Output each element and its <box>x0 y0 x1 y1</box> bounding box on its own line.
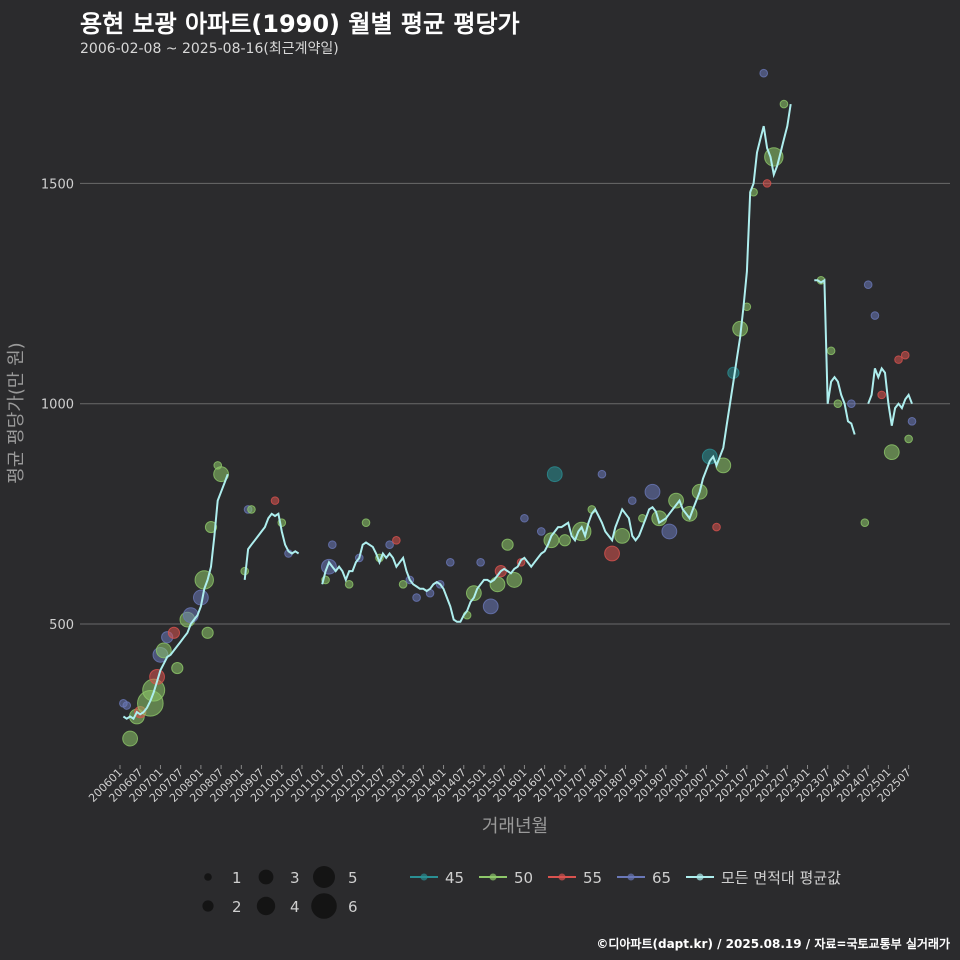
data-point-65 <box>328 540 337 549</box>
color-legend-label: 65 <box>652 869 671 887</box>
data-point-55 <box>894 355 903 364</box>
data-point-50 <box>860 518 870 527</box>
data-point-55 <box>712 522 721 532</box>
data-points <box>119 68 917 747</box>
x-axis-title: 거래년월 <box>482 816 548 837</box>
data-point-50 <box>361 518 371 527</box>
data-point-50 <box>668 492 684 509</box>
y-tick-label: 500 <box>49 618 74 633</box>
data-point-55 <box>762 179 772 188</box>
data-point-50 <box>614 527 631 544</box>
average-line-segment <box>243 512 300 581</box>
data-point-55 <box>877 390 886 400</box>
data-point-50 <box>201 626 214 639</box>
size-legend-swatch <box>256 896 276 916</box>
data-point-65 <box>597 469 607 479</box>
data-point-55 <box>270 496 280 505</box>
data-point-65 <box>863 280 873 290</box>
average-line <box>122 103 913 721</box>
average-line-segment <box>814 278 856 435</box>
data-point-65 <box>182 607 199 624</box>
x-axis: 2006012006072007012007072008012008072009… <box>86 765 914 805</box>
chart-title: 용현 보광 아파트(1990) 월별 평균 평당가 <box>80 10 520 38</box>
data-point-45 <box>546 466 563 483</box>
size-legend-swatch <box>313 866 335 888</box>
average-line-segment <box>321 103 792 623</box>
size-legend-label: 6 <box>348 898 358 916</box>
chart-subtitle: 2006-02-08 ~ 2025-08-16(최근계약일) <box>80 41 339 57</box>
data-point-55 <box>392 535 401 545</box>
data-point-50 <box>213 466 230 483</box>
size-legend-label: 1 <box>232 869 242 887</box>
data-point-50 <box>398 580 408 589</box>
data-point-65 <box>644 483 661 500</box>
y-axis-title: 평균 평당가(만 원) <box>6 342 27 483</box>
size-legend-label: 4 <box>290 898 300 916</box>
data-point-65 <box>482 598 499 615</box>
data-point-65 <box>520 513 529 523</box>
grid-lines <box>80 182 950 625</box>
data-point-50 <box>155 642 172 659</box>
data-point-65 <box>907 417 917 426</box>
data-point-65 <box>536 527 546 536</box>
average-line-segment <box>122 473 229 721</box>
y-axis: 500 1000 1500 <box>41 177 74 633</box>
data-point-65 <box>476 558 485 567</box>
legend-dot <box>627 873 635 881</box>
data-point-65 <box>412 593 421 602</box>
data-point-65 <box>661 523 678 540</box>
data-point-65 <box>870 311 880 320</box>
data-point-50 <box>506 572 523 588</box>
y-tick-label: 1000 <box>41 398 74 413</box>
data-point-50 <box>779 99 789 109</box>
average-line-segment <box>867 366 913 426</box>
data-point-65 <box>847 399 856 408</box>
legend-dot <box>489 873 497 881</box>
data-point-65 <box>385 540 394 549</box>
data-point-50 <box>247 505 256 514</box>
data-point-50 <box>883 444 900 461</box>
data-point-50 <box>904 434 913 444</box>
data-point-45 <box>701 448 718 465</box>
data-point-65 <box>759 68 769 78</box>
data-point-55 <box>604 545 620 562</box>
data-point-50 <box>826 346 836 356</box>
data-point-65 <box>445 558 455 567</box>
color-legend-label: 45 <box>445 869 464 887</box>
data-point-55 <box>167 626 181 639</box>
color-legend-label: 55 <box>583 869 602 887</box>
color-legend-label: 50 <box>514 869 533 887</box>
data-point-50 <box>344 580 354 589</box>
size-legend-swatch <box>311 893 337 919</box>
legend-dot <box>558 873 566 881</box>
size-legend-swatch <box>204 873 212 881</box>
size-legend-label: 5 <box>348 869 358 887</box>
data-point-65 <box>627 496 637 505</box>
size-legend-label: 2 <box>232 898 242 916</box>
legend-dot <box>420 873 428 881</box>
data-point-50 <box>204 520 218 534</box>
size-legend-swatch <box>258 869 274 885</box>
legend-dot <box>696 873 704 881</box>
data-point-50 <box>171 661 184 675</box>
size-legend-label: 3 <box>290 869 300 887</box>
data-point-50 <box>501 538 514 551</box>
data-point-65 <box>122 701 132 710</box>
data-point-50 <box>122 730 139 747</box>
source-caption: ©디아파트(dapt.kr) / 2025.08.19 / 자료=국토교통부 실… <box>596 937 950 951</box>
data-point-50 <box>489 576 506 593</box>
y-tick-label: 1500 <box>41 177 74 192</box>
data-point-50 <box>833 399 843 408</box>
color-legend-label: 모든 면적대 평균값 <box>721 869 841 887</box>
size-legend-swatch <box>202 900 214 912</box>
data-point-50 <box>558 534 571 547</box>
data-point-55 <box>900 350 910 360</box>
